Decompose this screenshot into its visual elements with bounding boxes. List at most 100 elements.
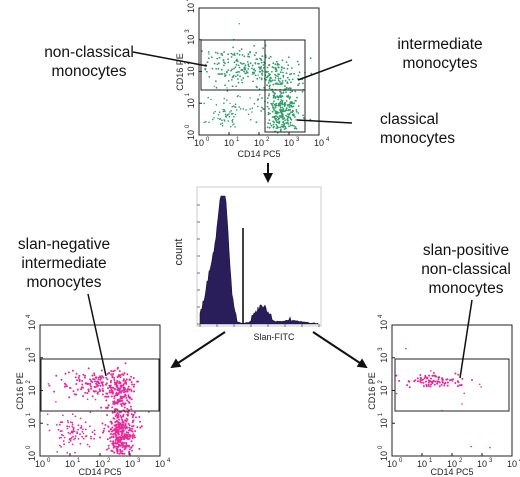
event-dot bbox=[271, 70, 273, 73]
event-dot bbox=[252, 68, 255, 71]
event-dot bbox=[232, 112, 234, 115]
event-dot bbox=[138, 416, 141, 418]
event-dot bbox=[62, 414, 64, 417]
event-dot bbox=[242, 108, 245, 110]
event-dot bbox=[274, 112, 277, 114]
event-dot bbox=[277, 77, 280, 80]
event-dot bbox=[98, 388, 101, 391]
label-intermediate-monocytes: intermediate monocytes bbox=[380, 35, 500, 73]
event-dot bbox=[207, 61, 209, 63]
event-dot bbox=[132, 419, 134, 422]
event-dot bbox=[123, 452, 126, 455]
event-dot bbox=[120, 423, 123, 426]
event-dot bbox=[267, 82, 270, 84]
y-tick-label: 10 bbox=[186, 130, 196, 140]
bottom-right-plot-events bbox=[395, 347, 491, 449]
event-dot bbox=[219, 123, 222, 125]
y-tick-label: 10 bbox=[379, 353, 389, 363]
event-dot bbox=[120, 418, 123, 421]
x-tick-label: 10 bbox=[125, 459, 135, 469]
event-dot bbox=[289, 109, 292, 111]
event-dot bbox=[480, 386, 482, 388]
event-dot bbox=[82, 395, 85, 398]
event-dot bbox=[258, 94, 261, 96]
event-dot bbox=[113, 401, 116, 404]
event-dot bbox=[242, 69, 244, 71]
event-dot bbox=[70, 436, 73, 439]
event-dot bbox=[231, 105, 234, 108]
event-dot bbox=[208, 121, 210, 124]
event-dot bbox=[112, 370, 115, 373]
event-dot bbox=[224, 62, 226, 65]
event-dot bbox=[232, 46, 235, 49]
bottom-right-x-axis-label: CD14 PC5 bbox=[430, 467, 473, 477]
event-dot bbox=[272, 102, 274, 105]
event-dot bbox=[63, 436, 66, 439]
label-slan-positive-non-classical: slan-positive non-classical monocytes bbox=[410, 241, 520, 298]
y-tick-label: 10 bbox=[27, 353, 37, 363]
event-dot bbox=[121, 373, 124, 376]
event-dot bbox=[289, 121, 292, 124]
y-tick-exponent: 4 bbox=[26, 314, 32, 318]
event-dot bbox=[68, 425, 71, 428]
event-dot bbox=[123, 448, 126, 451]
event-dot bbox=[65, 385, 68, 388]
event-dot bbox=[273, 109, 275, 111]
event-dot bbox=[279, 106, 282, 109]
event-dot bbox=[489, 446, 491, 449]
event-dot bbox=[59, 444, 61, 447]
label-line: monocytes bbox=[26, 274, 102, 291]
event-dot bbox=[236, 58, 238, 61]
event-dot bbox=[139, 426, 142, 429]
event-dot bbox=[71, 423, 74, 426]
event-dot bbox=[234, 103, 237, 105]
event-dot bbox=[207, 57, 210, 59]
x-tick-label: 10 bbox=[65, 459, 75, 469]
event-dot bbox=[230, 110, 232, 112]
y-tick: 10 3 bbox=[26, 347, 37, 363]
event-dot bbox=[288, 103, 291, 106]
event-dot bbox=[115, 383, 118, 386]
event-dot bbox=[116, 441, 119, 444]
event-dot bbox=[405, 347, 407, 350]
event-dot bbox=[256, 86, 258, 89]
event-dot bbox=[117, 436, 120, 439]
event-dot bbox=[245, 70, 248, 72]
event-dot bbox=[290, 111, 292, 113]
event-dot bbox=[102, 390, 105, 392]
top-plot-events bbox=[201, 23, 313, 134]
event-dot bbox=[119, 374, 122, 377]
event-dot bbox=[277, 75, 279, 78]
event-dot bbox=[102, 430, 105, 432]
event-dot bbox=[218, 62, 220, 65]
event-dot bbox=[273, 100, 275, 102]
event-dot bbox=[110, 395, 113, 398]
event-dot bbox=[230, 56, 233, 58]
event-dot bbox=[119, 388, 122, 391]
event-dot bbox=[92, 390, 95, 392]
event-dot bbox=[85, 382, 88, 385]
event-dot bbox=[111, 392, 114, 395]
event-dot bbox=[283, 117, 285, 119]
event-dot bbox=[102, 376, 105, 379]
event-dot bbox=[232, 53, 234, 56]
event-dot bbox=[289, 91, 292, 94]
event-dot bbox=[110, 391, 113, 394]
event-dot bbox=[266, 84, 268, 87]
event-dot bbox=[223, 64, 225, 67]
event-dot bbox=[89, 411, 92, 414]
event-dot bbox=[271, 110, 274, 113]
event-dot bbox=[119, 414, 122, 417]
event-dot bbox=[112, 440, 115, 443]
event-dot bbox=[128, 429, 130, 432]
event-dot bbox=[210, 56, 213, 59]
slan-histogram: count Slan-FITC bbox=[173, 186, 322, 342]
event-dot bbox=[219, 118, 221, 120]
event-dot bbox=[113, 451, 116, 454]
event-dot bbox=[222, 59, 225, 61]
event-dot bbox=[284, 127, 287, 130]
event-dot bbox=[132, 385, 135, 388]
event-dot bbox=[84, 428, 87, 431]
y-tick-label: 10 bbox=[379, 418, 389, 428]
